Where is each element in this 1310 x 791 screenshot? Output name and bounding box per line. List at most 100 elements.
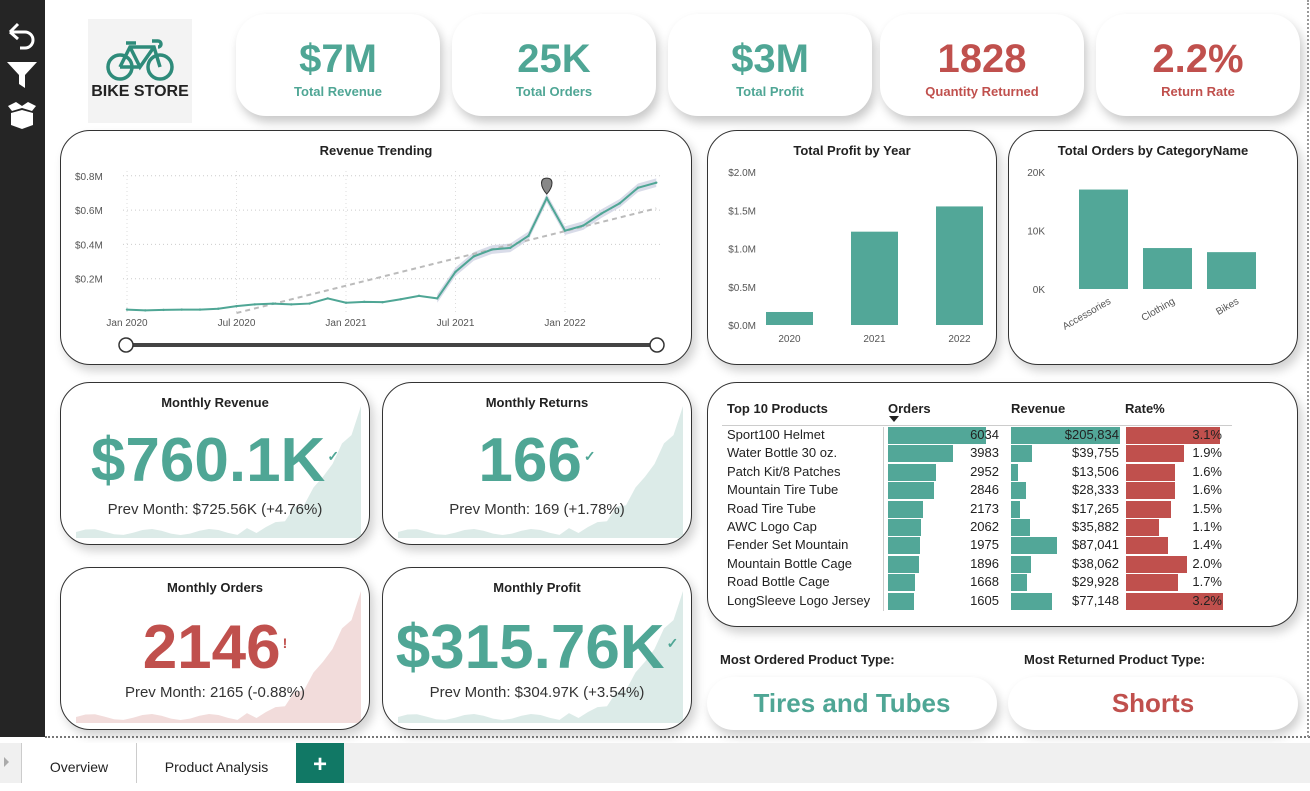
orders-bar <box>888 500 924 518</box>
orders-value: 6034 <box>970 427 999 442</box>
y-tick-label: $1.5M <box>728 206 756 217</box>
undo-icon[interactable] <box>6 20 38 50</box>
data-point <box>600 212 603 215</box>
tab-product-analysis[interactable]: Product Analysis <box>136 743 296 783</box>
bar-2020[interactable] <box>766 311 813 325</box>
y-tick-label: 0K <box>1033 285 1046 296</box>
y-tick-label: $0.2M <box>75 275 103 286</box>
data-point <box>545 196 548 200</box>
orders-bar <box>888 482 935 500</box>
product-name: Mountain Tire Tube <box>727 482 839 498</box>
table-row[interactable]: Fender Set Mountain 1975 $87,041 1.4% <box>708 536 1297 555</box>
revenue-bar <box>1011 445 1033 463</box>
revenue-value: $87,041 <box>1072 537 1119 553</box>
col-header-product[interactable]: Top 10 Products <box>727 401 828 416</box>
rate-bar <box>1126 500 1172 518</box>
monthly-revenue-card: Monthly Revenue $760.1K ✓ Prev Month: $72… <box>60 382 370 545</box>
kpi-label: Quantity Returned <box>925 84 1039 99</box>
col-header-rate[interactable]: Rate% <box>1125 401 1165 416</box>
data-point <box>162 308 165 312</box>
rate-bar <box>1126 574 1178 592</box>
tab-overview[interactable]: Overview <box>21 743 136 783</box>
trend-line <box>236 207 657 314</box>
sparkline-area <box>398 406 683 538</box>
filter-icon[interactable] <box>6 60 38 90</box>
monthly-value: $760.1K <box>90 426 326 495</box>
rate-bar <box>1126 482 1175 500</box>
sort-desc-icon <box>889 416 899 422</box>
rate-value: 1.6% <box>1192 463 1222 479</box>
orders-value: 2952 <box>970 463 999 479</box>
table-row[interactable]: AWC Logo Cap 2062 $35,882 1.1% <box>708 518 1297 536</box>
product-name: AWC Logo Cap <box>727 519 817 534</box>
confidence-band <box>437 178 657 303</box>
profit-by-year-chart[interactable]: $0.0M $0.5M $1.0M $1.5M $2.0M 2020 2021 2022 <box>708 131 997 365</box>
table-row[interactable]: Sport100 Helmet 6034 $205,834 3.1% <box>708 426 1297 444</box>
box-icon[interactable] <box>6 100 38 130</box>
rate-bar <box>1126 427 1220 444</box>
data-point <box>490 248 494 251</box>
data-point <box>436 297 439 300</box>
column-divider <box>883 427 884 611</box>
scroll-tabs-icon[interactable] <box>4 757 9 767</box>
revenue-bar <box>1011 463 1019 481</box>
col-header-revenue[interactable]: Revenue <box>1011 401 1066 416</box>
y-tick-label: $0.0M <box>728 321 756 332</box>
revenue-value: $38,062 <box>1072 555 1119 571</box>
orders-bar <box>888 519 922 536</box>
rate-bar <box>1126 463 1175 481</box>
add-page-button[interactable]: + <box>296 743 344 783</box>
data-point <box>235 304 238 308</box>
date-slider-handle[interactable] <box>649 337 665 353</box>
table-row[interactable]: Road Tire Tube 2173 $17,265 1.5% <box>708 500 1297 518</box>
orders-value: 1975 <box>970 537 999 553</box>
date-slider-handle[interactable] <box>118 337 134 353</box>
logo: BIKE STORE <box>88 19 192 123</box>
revenue-bar <box>1011 537 1058 555</box>
monthly-value-wrap: 166 ✓ <box>383 425 691 496</box>
revenue-trending-chart[interactable]: $0.2M $0.4M $0.6M $0.8M Jan 2020 Jul 2020 Jan … <box>61 131 692 365</box>
rate-value: 3.2% <box>1192 592 1222 608</box>
data-point <box>344 301 348 304</box>
kpi-card: $7M Total Revenue <box>236 14 440 116</box>
monthly-value-wrap: $760.1K ✓ <box>61 425 369 496</box>
table-row[interactable]: Road Bottle Cage 1668 $29,928 1.7% <box>708 573 1297 592</box>
profit-by-year-card: Total Profit by Year $0.0M $0.5M $1.0M $1.5… <box>707 130 997 365</box>
top-10-products-table: Top 10 Products Orders Revenue Rate% Spo… <box>707 382 1298 627</box>
data-point <box>125 308 129 311</box>
table-row[interactable]: Mountain Tire Tube 2846 $28,333 1.6% <box>708 481 1297 500</box>
data-point <box>655 181 658 184</box>
kpi-card: 2.2% Return Rate <box>1096 14 1300 116</box>
table-row[interactable]: Patch Kit/8 Patches 2952 $13,506 1.6% <box>708 463 1297 481</box>
orders-value: 3983 <box>970 445 999 461</box>
table-row[interactable]: Water Bottle 30 oz. 3983 $39,755 1.9% <box>708 444 1297 463</box>
bar-2022[interactable] <box>936 206 983 325</box>
sparkline-area <box>398 591 683 723</box>
product-name: Road Bottle Cage <box>727 574 830 590</box>
bar-2021[interactable] <box>851 231 898 325</box>
orders-bar <box>888 445 953 463</box>
product-name: LongSleeve Logo Jersey <box>727 592 871 608</box>
bar-bikes[interactable] <box>1207 252 1256 289</box>
orders-by-category-chart[interactable]: 0K 10K 20K Accessories Clothing Bikes <box>1009 131 1298 365</box>
revenue-line <box>126 181 657 312</box>
bar-accessories[interactable] <box>1079 189 1128 289</box>
orders-bar <box>888 555 919 573</box>
revenue-value: $17,265 <box>1072 500 1119 516</box>
revenue-value: $13,506 <box>1072 463 1119 479</box>
orders-value: 1605 <box>970 592 999 608</box>
table-row[interactable]: LongSleeve Logo Jersey 1605 $77,148 3.2% <box>708 592 1297 610</box>
y-tick-label: $1.0M <box>728 245 756 256</box>
bar-clothing[interactable] <box>1143 248 1192 289</box>
chart-title: Revenue Trending <box>319 143 433 158</box>
y-tick-label: $0.6M <box>75 206 103 217</box>
data-point <box>290 303 293 306</box>
col-header-orders[interactable]: Orders <box>888 401 931 416</box>
most-returned-label: Most Returned Product Type: <box>1024 652 1206 667</box>
x-tick-label: Jul 2020 <box>218 318 256 329</box>
table-row[interactable]: Mountain Bottle Cage 1896 $38,062 2.0% <box>708 555 1297 573</box>
revenue-value: $35,882 <box>1072 519 1119 534</box>
kpi-value: 1828 <box>937 37 1027 81</box>
y-tick-label: $0.5M <box>728 283 756 294</box>
data-point <box>618 202 621 205</box>
